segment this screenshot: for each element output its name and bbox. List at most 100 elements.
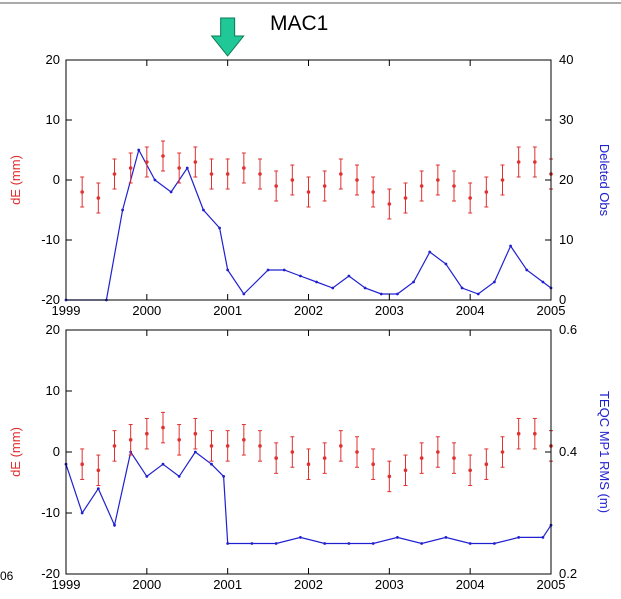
data-point-red bbox=[209, 444, 214, 448]
x-tick-label: 2003 bbox=[375, 577, 404, 592]
data-point-red bbox=[193, 431, 198, 436]
data-point-red bbox=[436, 178, 440, 182]
series-line-blue-top bbox=[66, 148, 552, 301]
data-point-blue bbox=[145, 475, 149, 478]
y-tick-label: -20 bbox=[41, 566, 60, 581]
y-tick-label: 0 bbox=[53, 444, 60, 459]
data-point-red bbox=[468, 196, 472, 200]
data-point-blue bbox=[541, 536, 545, 539]
x-tick-label: 2005 bbox=[537, 303, 566, 318]
data-point-red bbox=[161, 154, 165, 158]
data-point-red bbox=[242, 166, 246, 170]
data-point-blue bbox=[428, 250, 432, 254]
data-point-red bbox=[339, 444, 343, 448]
data-point-blue bbox=[266, 268, 270, 272]
data-point-blue bbox=[299, 274, 302, 278]
x-tick-label: 2002 bbox=[294, 577, 323, 592]
y-tick-label: 20 bbox=[46, 52, 60, 67]
x-tick-label: 1999 bbox=[52, 303, 81, 318]
data-point-red bbox=[177, 166, 181, 170]
data-point-blue bbox=[185, 166, 189, 170]
x-tick-label: 2004 bbox=[456, 303, 485, 318]
data-point-blue bbox=[202, 208, 205, 212]
data-point-blue bbox=[218, 226, 221, 230]
x-tick-label: 2005 bbox=[537, 577, 566, 592]
data-point-red bbox=[403, 196, 408, 200]
data-point-red bbox=[96, 196, 101, 200]
data-point-blue bbox=[121, 208, 124, 212]
data-point-red bbox=[290, 450, 295, 454]
side-text: 06 bbox=[0, 569, 14, 583]
data-point-blue bbox=[80, 511, 84, 515]
x-tick-label: 2001 bbox=[213, 577, 242, 592]
x-tick-label: 2002 bbox=[294, 303, 323, 318]
y-tick-label: 20 bbox=[46, 322, 60, 337]
data-point-blue bbox=[274, 542, 278, 545]
data-point-blue bbox=[299, 536, 302, 539]
y2-tick-label: 0.6 bbox=[559, 322, 577, 337]
data-point-blue bbox=[396, 536, 399, 539]
right-axis-label-bottom: TEQC MP1 RMS (m) bbox=[597, 391, 612, 513]
arrow-marker-icon bbox=[210, 17, 245, 57]
data-point-blue bbox=[468, 542, 472, 545]
series-line-blue-bottom bbox=[65, 450, 552, 545]
data-point-blue bbox=[412, 280, 415, 284]
x-tick-label: 2003 bbox=[375, 303, 404, 318]
data-point-blue bbox=[315, 280, 318, 284]
data-point-red bbox=[500, 450, 505, 454]
data-point-blue bbox=[347, 274, 351, 278]
left-axis-label-bottom: dE (mm) bbox=[8, 427, 23, 477]
data-point-red bbox=[387, 474, 392, 479]
data-point-blue bbox=[96, 487, 100, 490]
y2-tick-label: 0.2 bbox=[559, 566, 577, 581]
data-point-red bbox=[322, 184, 327, 188]
y-tick-label: 10 bbox=[46, 383, 60, 398]
data-point-red bbox=[80, 190, 84, 194]
data-point-blue bbox=[517, 536, 521, 539]
data-point-red bbox=[128, 438, 133, 442]
data-point-red bbox=[96, 468, 101, 473]
data-point-red bbox=[484, 190, 489, 194]
data-point-blue bbox=[250, 542, 254, 545]
data-point-red bbox=[419, 184, 424, 188]
chart-title: MAC1 bbox=[270, 12, 328, 35]
data-point-red bbox=[274, 184, 278, 188]
y2-tick-label: 20 bbox=[559, 172, 573, 187]
data-point-blue bbox=[210, 462, 213, 466]
y-tick-label: -20 bbox=[41, 292, 60, 307]
data-point-red bbox=[258, 172, 262, 176]
data-point-blue bbox=[379, 292, 383, 296]
data-point-red bbox=[339, 172, 343, 176]
x-tick-label: 2000 bbox=[132, 303, 161, 318]
data-point-red bbox=[128, 166, 133, 170]
data-point-red bbox=[258, 444, 262, 448]
data-point-red bbox=[193, 160, 198, 164]
data-point-red bbox=[533, 160, 537, 164]
panel-top: 1999 2000 2001 2002 2003 2004 2005 -20 -10 0 10 20 0… bbox=[8, 52, 612, 318]
data-point-blue bbox=[541, 280, 545, 284]
data-point-blue bbox=[169, 190, 173, 194]
data-point-red bbox=[452, 456, 456, 460]
data-point-red bbox=[355, 450, 359, 454]
data-point-red bbox=[387, 202, 392, 206]
data-point-blue bbox=[226, 542, 230, 545]
data-point-red bbox=[468, 468, 472, 473]
data-point-blue bbox=[323, 542, 327, 545]
y-tick-label: 0 bbox=[53, 172, 60, 187]
data-point-blue bbox=[363, 286, 367, 290]
data-point-red bbox=[484, 462, 489, 467]
y2-tick-label: 10 bbox=[559, 232, 573, 247]
data-point-red bbox=[112, 444, 117, 448]
data-point-red bbox=[516, 160, 521, 164]
data-point-blue bbox=[396, 292, 399, 296]
data-point-red bbox=[274, 456, 278, 460]
data-point-blue bbox=[493, 280, 496, 284]
data-point-red bbox=[225, 172, 230, 176]
data-point-red bbox=[290, 178, 295, 182]
data-point-red bbox=[419, 456, 424, 460]
data-point-red bbox=[80, 462, 84, 467]
data-point-red bbox=[500, 178, 505, 182]
data-point-blue bbox=[420, 542, 424, 545]
data-point-red bbox=[403, 468, 408, 473]
